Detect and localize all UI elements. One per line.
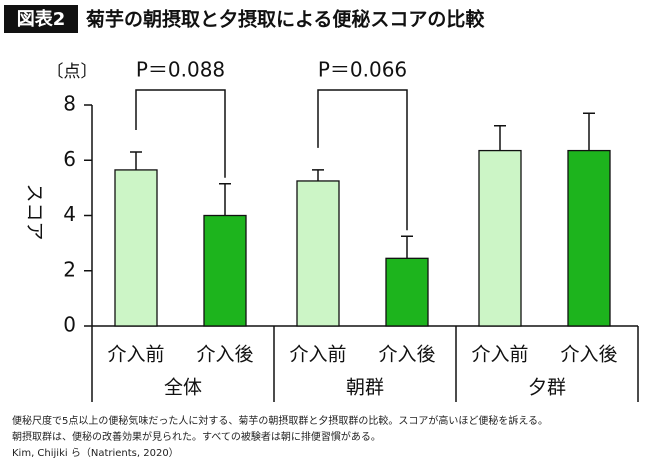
error-bar [312, 169, 324, 181]
bracket [135, 89, 226, 178]
error-bar [219, 182, 231, 216]
error-bar [130, 151, 142, 170]
badge-bg [4, 5, 78, 33]
note: Kim, Chijiki ら（Natrients, 2020） [12, 447, 179, 459]
group-label: 全体 [164, 377, 202, 399]
bar [567, 149, 611, 327]
bar [203, 214, 247, 327]
bar [385, 257, 429, 327]
bracket [317, 89, 408, 231]
note: 便秘尺度で5点以上の便秘気味だった人に対する、菊芋の朝摂取群と夕摂取群の比較。ス… [12, 414, 548, 427]
bar [296, 180, 340, 327]
note: 朝摂取群は、便秘の改善効果が見られた。すべての被験者は朝に排便習慣がある。 [12, 430, 381, 443]
error-bar [494, 124, 506, 151]
bar [114, 169, 158, 327]
x-tick-label: 介入後 [378, 344, 435, 366]
y-tick-label: 0 [63, 313, 76, 337]
error-bar [401, 235, 413, 259]
x-tick-label: 介入前 [107, 344, 164, 366]
y-tick-label: 2 [63, 257, 76, 281]
badge: 図表2 [17, 8, 66, 30]
y-unit: 〔点〕 [47, 62, 98, 82]
group-label: 朝群 [346, 377, 384, 399]
p-value: P＝0.088 [136, 58, 225, 82]
p-value: P＝0.066 [318, 58, 407, 82]
y-tick-label: 8 [63, 92, 76, 116]
x-tick-label: 介入前 [289, 344, 346, 366]
group-label: 夕群 [528, 377, 566, 399]
bar [478, 149, 522, 327]
y-tick-label: 6 [63, 147, 76, 171]
x-tick-label: 介入前 [471, 344, 528, 366]
error-bar [583, 112, 595, 151]
x-tick-label: 介入後 [196, 344, 253, 366]
y-tick-label: 4 [63, 202, 76, 226]
chart-title: 菊芋の朝摂取と夕摂取による便秘スコアの比較 [86, 8, 485, 31]
y-label: スコア [24, 183, 46, 240]
x-tick-label: 介入後 [560, 344, 617, 366]
